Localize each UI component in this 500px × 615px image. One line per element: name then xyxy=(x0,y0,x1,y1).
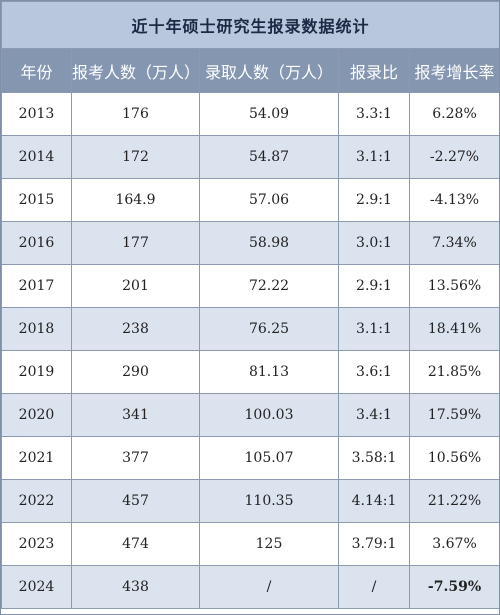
cell-applicants: 457 xyxy=(71,479,200,523)
table-row: 2014 172 54.87 3.1:1 -2.27% xyxy=(1,135,499,179)
cell-admitted: 57.06 xyxy=(199,178,339,222)
cell-year: 2019 xyxy=(1,350,72,394)
cell-admitted: 125 xyxy=(199,522,339,566)
table-header-row: 年份 报考人数（万人） 录取人数（万人） 报录比 报考增长率 xyxy=(1,48,499,93)
cell-ratio: 2.9:1 xyxy=(338,264,410,308)
table-row: 2016 177 58.98 3.0:1 7.34% xyxy=(1,221,499,265)
cell-year: 2017 xyxy=(1,264,72,308)
cell-growth: 21.85% xyxy=(408,350,499,394)
cell-growth: 3.67% xyxy=(408,522,499,566)
cell-applicants: 201 xyxy=(71,264,200,308)
cell-ratio: 3.1:1 xyxy=(338,307,410,351)
cell-applicants: 341 xyxy=(71,393,200,437)
header-admitted: 录取人数（万人） xyxy=(199,48,339,93)
cell-admitted: 72.22 xyxy=(199,264,339,308)
cell-admitted: 76.25 xyxy=(199,307,339,351)
table-row: 2024 438// -7.59% xyxy=(1,565,499,609)
cell-year: 2014 xyxy=(1,135,72,179)
table-row: 2017 201 72.22 2.9:1 13.56% xyxy=(1,264,499,308)
table-row: 2018 238 76.25 3.1:1 18.41% xyxy=(1,307,499,351)
cell-ratio: 3.3:1 xyxy=(338,92,410,136)
cell-applicants: 238 xyxy=(71,307,200,351)
cell-growth: 18.41% xyxy=(408,307,499,351)
header-applicants: 报考人数（万人） xyxy=(71,48,200,93)
cell-year: 2022 xyxy=(1,479,72,523)
table-row: 2022 457 110.35 4.14:1 21.22% xyxy=(1,479,499,523)
cell-ratio: 3.1:1 xyxy=(338,135,410,179)
cell-applicants: 290 xyxy=(71,350,200,394)
cell-applicants: 172 xyxy=(71,135,200,179)
cell-ratio: 3.0:1 xyxy=(338,221,410,265)
cell-applicants: 164.9 xyxy=(71,178,200,222)
cell-year: 2021 xyxy=(1,436,72,480)
cell-growth: -4.13% xyxy=(408,178,499,222)
header-growth: 报考增长率 xyxy=(408,48,499,93)
cell-admitted: / xyxy=(199,565,339,609)
cell-year: 2013 xyxy=(1,92,72,136)
cell-ratio: / xyxy=(338,565,410,609)
table-row: 2013 176 54.09 3.3:1 6.28% xyxy=(1,92,499,136)
cell-admitted: 100.03 xyxy=(199,393,339,437)
table-title-row: 近十年硕士研究生报录数据统计 xyxy=(1,1,499,49)
table-row: 2015 164.9 57.06 2.9:1 -4.13% xyxy=(1,178,499,222)
table-row: 2023 474 125 3.79:1 3.67% xyxy=(1,522,499,566)
cell-ratio: 4.14:1 xyxy=(338,479,410,523)
cell-admitted: 58.98 xyxy=(199,221,339,265)
cell-ratio: 3.6:1 xyxy=(338,350,410,394)
table-title: 近十年硕士研究生报录数据统计 xyxy=(1,1,499,49)
cell-ratio: 2.9:1 xyxy=(338,178,410,222)
cell-ratio: 3.58:1 xyxy=(338,436,410,480)
cell-growth: -7.59% xyxy=(408,565,499,609)
cell-ratio: 3.79:1 xyxy=(338,522,410,566)
cell-year: 2024 xyxy=(1,565,72,609)
cell-admitted: 110.35 xyxy=(199,479,339,523)
cell-growth: -2.27% xyxy=(408,135,499,179)
cell-growth: 10.56% xyxy=(408,436,499,480)
cell-admitted: 105.07 xyxy=(199,436,339,480)
table-row: 2020 341 100.03 3.4:1 17.59% xyxy=(1,393,499,437)
table-body: 2013 176 54.09 3.3:1 6.28% 2014 172 54.87 3.1:1-… xyxy=(1,92,499,609)
cell-admitted: 54.87 xyxy=(199,135,339,179)
table-row: 2021 377 105.07 3.58:1 10.56% xyxy=(1,436,499,480)
cell-growth: 7.34% xyxy=(408,221,499,265)
cell-applicants: 176 xyxy=(71,92,200,136)
cell-year: 2016 xyxy=(1,221,72,265)
cell-growth: 6.28% xyxy=(408,92,499,136)
header-ratio: 报录比 xyxy=(338,48,410,93)
header-year: 年份 xyxy=(1,48,72,93)
cell-year: 2015 xyxy=(1,178,72,222)
cell-year: 2018 xyxy=(1,307,72,351)
cell-year: 2020 xyxy=(1,393,72,437)
cell-admitted: 54.09 xyxy=(199,92,339,136)
cell-growth: 17.59% xyxy=(408,393,499,437)
table-row: 2019 290 81.13 3.6:1 21.85% xyxy=(1,350,499,394)
cell-applicants: 438 xyxy=(71,565,200,609)
cell-growth: 21.22% xyxy=(408,479,499,523)
cell-ratio: 3.4:1 xyxy=(338,393,410,437)
cell-growth: 13.56% xyxy=(408,264,499,308)
cell-applicants: 177 xyxy=(71,221,200,265)
cell-applicants: 474 xyxy=(71,522,200,566)
cell-admitted: 81.13 xyxy=(199,350,339,394)
cell-year: 2023 xyxy=(1,522,72,566)
cell-applicants: 377 xyxy=(71,436,200,480)
